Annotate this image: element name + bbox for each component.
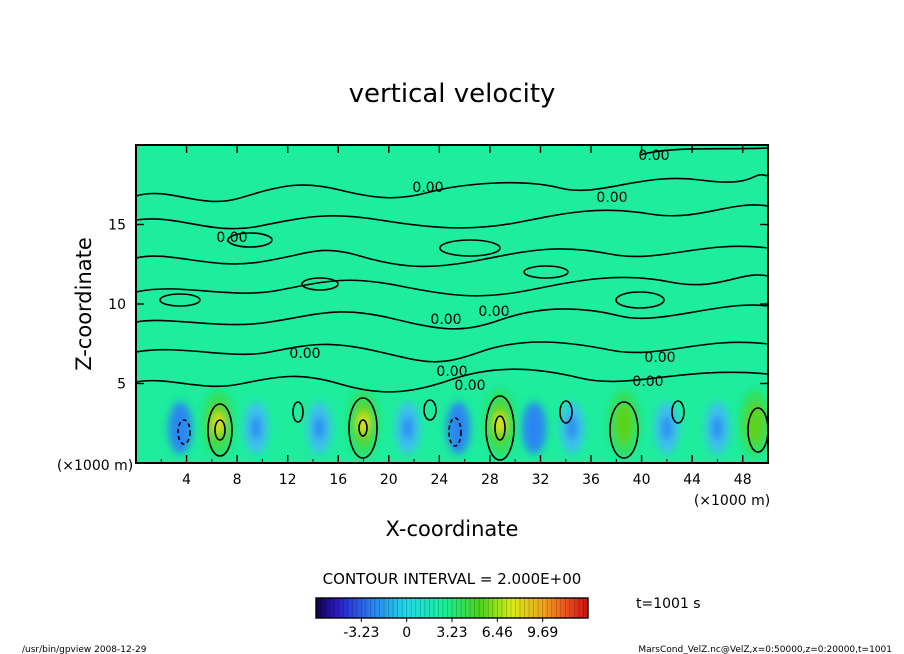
contour-label: 0.00 [596, 190, 627, 206]
contour-line [136, 174, 768, 203]
contour-interval-label: CONTOUR INTERVAL = 2.000E+00 [323, 570, 582, 588]
updraft-contour [358, 419, 368, 437]
x-tick-label: 4 [182, 472, 191, 488]
contour-loop [227, 232, 273, 248]
x-tick-label: 48 [734, 472, 752, 488]
updraft-contour [609, 401, 639, 459]
downdraft-core [661, 416, 672, 441]
y-tick-label: 10 [108, 297, 126, 313]
y-unit-label: (×1000 m) [57, 458, 133, 474]
x-tick-label: 20 [380, 472, 398, 488]
x-unit-label: (×1000 m) [694, 493, 770, 509]
chart-title: vertical velocity [349, 79, 556, 109]
downdraft-core [567, 416, 578, 441]
contour-line [136, 204, 768, 230]
shading-layer [168, 389, 768, 458]
x-tick-label: 16 [329, 472, 347, 488]
contour-label: 0.00 [216, 230, 247, 246]
y-tick-label: 15 [108, 218, 126, 234]
contour-label: 0.00 [412, 180, 443, 196]
downdraft-contour [177, 419, 191, 445]
contour-line [136, 304, 768, 330]
time-label: t=1001 s [636, 596, 701, 612]
contour-label: 0.00 [289, 346, 320, 362]
colorbar-gradient [316, 598, 588, 618]
contour-line [136, 245, 768, 268]
x-tick-label: 44 [683, 472, 701, 488]
contour-line [136, 274, 768, 297]
colorbar-tick-label: 0 [402, 625, 411, 641]
plot-area: 0.000.000.000.000.00 0.000.000.000.000.00… [108, 144, 769, 488]
x-tick-label: 32 [532, 472, 550, 488]
x-tick-label: 8 [233, 472, 242, 488]
contour-loop [159, 293, 201, 307]
downdraft-core [175, 416, 186, 441]
x-tick-label: 12 [279, 472, 297, 488]
updraft-contour [747, 407, 768, 453]
downdraft-core [529, 416, 540, 441]
contour-label: 0.00 [430, 312, 461, 328]
contour-loop [301, 277, 339, 291]
y-tick-label: 5 [117, 377, 126, 393]
contour-loop [559, 400, 573, 424]
colorbar-ticks: -3.23 0 3.23 6.46 9.69 [343, 618, 558, 641]
contour-loop [292, 401, 304, 423]
updraft-contour [207, 403, 233, 457]
x-axis-label: X-coordinate [386, 517, 519, 541]
contour-line [639, 147, 768, 156]
downdraft-core [251, 416, 262, 441]
contour-loop [615, 291, 665, 309]
updraft-core [358, 412, 369, 435]
downdraft-core [402, 416, 413, 441]
downdraft-core [314, 416, 325, 441]
contour-label: 0.00 [454, 378, 485, 394]
x-tick-label: 36 [582, 472, 600, 488]
updraft-contour [485, 395, 515, 461]
x-tick-label: 40 [633, 472, 651, 488]
updraft-core [618, 412, 629, 435]
updraft-core [750, 412, 761, 435]
contour-label: 0.00 [478, 304, 509, 320]
downdraft-core [712, 416, 723, 441]
contour-lines [136, 147, 768, 461]
contour-line [136, 368, 768, 393]
colorbar-tick-label: 6.46 [482, 625, 513, 641]
contour-label: 0.00 [632, 374, 663, 390]
colorbar-stripes [320, 598, 584, 618]
footer-right: MarsCond_VelZ.nc@VelZ,x=0:50000,z=0:2000… [638, 645, 892, 654]
contour-labels: 0.000.000.000.000.00 0.000.000.000.000.00… [216, 148, 675, 394]
colorbar-tick-label: 9.69 [527, 625, 558, 641]
downdraft-contour [448, 417, 462, 447]
contour-line [136, 341, 768, 363]
x-tick-label: 24 [430, 472, 448, 488]
footer-left: /usr/bin/gpview 2008-12-29 [22, 645, 147, 654]
updraft-contour [348, 397, 378, 459]
updraft-contour [214, 419, 226, 441]
x-tick-label: 28 [481, 472, 499, 488]
contour-label: 0.00 [644, 350, 675, 366]
contour-label: 0.00 [638, 148, 669, 164]
contour-loop [423, 399, 437, 421]
updraft-contour [494, 415, 506, 441]
colorbar-tick-label: -3.23 [343, 625, 379, 641]
contour-loop [523, 265, 569, 279]
contour-label: 0.00 [436, 364, 467, 380]
colorbar-tick-label: 3.23 [436, 625, 467, 641]
contour-loop [439, 239, 501, 257]
y-axis-label: Z-coordinate [72, 237, 96, 371]
contour-loop [671, 400, 685, 424]
colorbar: -3.23 0 3.23 6.46 9.69 [315, 597, 589, 641]
